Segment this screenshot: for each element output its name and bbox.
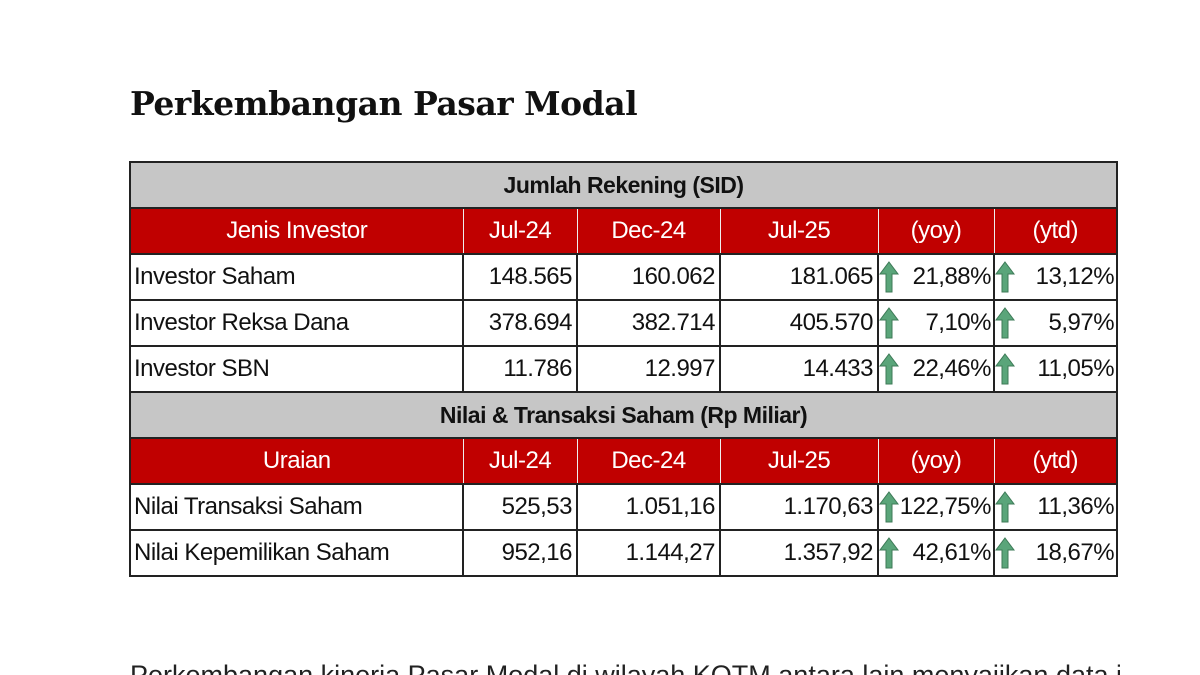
cell-ytd: 11,05% [992, 345, 1119, 393]
cell-yoy: 21,88% [877, 253, 995, 301]
column-header: (yoy) [877, 437, 995, 485]
cell-yoy: 7,10% [877, 299, 995, 347]
yoy-value: 7,10% [925, 309, 991, 336]
column-header: (ytd) [993, 207, 1119, 255]
column-header: Dec-24 [576, 437, 721, 485]
cell-jul24: 11.786 [462, 345, 578, 393]
row-label: Nilai Transaksi Saham [129, 483, 464, 531]
cell-dec24: 160.062 [576, 253, 721, 301]
table-row: Investor SBN 11.786 12.997 14.433 22,46%… [129, 345, 1119, 393]
column-header: Jul-24 [462, 437, 578, 485]
arrow-up-icon [880, 352, 899, 386]
cell-jul24: 952,16 [462, 529, 578, 577]
column-header-row: Uraian Jul-24 Dec-24 Jul-25 (yoy) (ytd) [129, 437, 1119, 485]
cell-dec24: 1.051,16 [576, 483, 721, 531]
column-header: Dec-24 [576, 207, 721, 255]
table-row: Nilai Kepemilikan Saham 952,16 1.144,27 … [129, 529, 1119, 577]
arrow-up-icon [996, 306, 1015, 340]
section-title: Nilai & Transaksi Saham (Rp Miliar) [128, 391, 1119, 439]
yoy-value: 42,61% [912, 539, 992, 566]
body-paragraph: Perkembangan kinerja Pasar Modal di wila… [130, 660, 1120, 675]
table-row: Investor Reksa Dana 378.694 382.714 405.… [129, 299, 1119, 347]
cell-ytd: 5,97% [992, 299, 1119, 347]
cell-dec24: 382.714 [576, 299, 721, 347]
ytd-value: 5,97% [1048, 309, 1115, 336]
column-header: Jul-25 [719, 207, 879, 255]
ytd-value: 18,67% [1035, 539, 1115, 566]
section-header-row: Jumlah Rekening (SID) [128, 161, 1119, 209]
column-header: Jul-25 [719, 437, 879, 485]
cell-dec24: 12.997 [576, 345, 721, 393]
row-label: Investor SBN [129, 345, 464, 393]
cell-jul24: 525,53 [462, 483, 578, 531]
cell-dec24: 1.144,27 [576, 529, 721, 577]
yoy-value: 122,75% [899, 493, 992, 520]
row-label: Nilai Kepemilikan Saham [129, 529, 464, 577]
arrow-up-icon [880, 306, 899, 340]
cell-jul25: 181.065 [719, 253, 879, 301]
cell-jul24: 148.565 [462, 253, 578, 301]
capital-market-table: Jumlah Rekening (SID) Jenis Investor Jul… [128, 161, 1119, 577]
arrow-up-icon [880, 536, 899, 570]
cell-jul25: 14.433 [719, 345, 879, 393]
cell-ytd: 13,12% [992, 253, 1119, 301]
arrow-up-icon [996, 260, 1015, 294]
section-header-row: Nilai & Transaksi Saham (Rp Miliar) [128, 391, 1119, 439]
cell-jul25: 1.357,92 [719, 529, 879, 577]
arrow-up-icon [996, 536, 1015, 570]
ytd-value: 11,36% [1037, 493, 1115, 520]
table-row: Nilai Transaksi Saham 525,53 1.051,16 1.… [129, 483, 1119, 531]
column-header: Jul-24 [462, 207, 578, 255]
row-label: Investor Reksa Dana [129, 299, 464, 347]
arrow-up-icon [996, 352, 1015, 386]
column-header-row: Jenis Investor Jul-24 Dec-24 Jul-25 (yoy… [129, 207, 1119, 255]
cell-jul25: 405.570 [719, 299, 879, 347]
row-label: Investor Saham [129, 253, 464, 301]
column-header: (ytd) [993, 437, 1119, 485]
cell-yoy: 42,61% [877, 529, 995, 577]
arrow-up-icon [996, 490, 1015, 524]
yoy-value: 21,88% [912, 263, 992, 290]
ytd-value: 13,12% [1035, 263, 1115, 290]
cell-ytd: 11,36% [992, 483, 1119, 531]
arrow-up-icon [880, 490, 899, 524]
cell-yoy: 22,46% [877, 345, 995, 393]
column-header: Uraian [129, 437, 464, 485]
column-header: Jenis Investor [129, 207, 464, 255]
table-row: Investor Saham 148.565 160.062 181.065 2… [129, 253, 1119, 301]
cell-jul24: 378.694 [462, 299, 578, 347]
cell-jul25: 1.170,63 [719, 483, 879, 531]
arrow-up-icon [880, 260, 899, 294]
ytd-value: 11,05% [1037, 355, 1115, 382]
yoy-value: 22,46% [912, 355, 992, 382]
section-title: Jumlah Rekening (SID) [128, 161, 1119, 209]
cell-ytd: 18,67% [992, 529, 1119, 577]
column-header: (yoy) [877, 207, 995, 255]
cell-yoy: 122,75% [877, 483, 995, 531]
page-title: Perkembangan Pasar Modal [130, 84, 638, 123]
